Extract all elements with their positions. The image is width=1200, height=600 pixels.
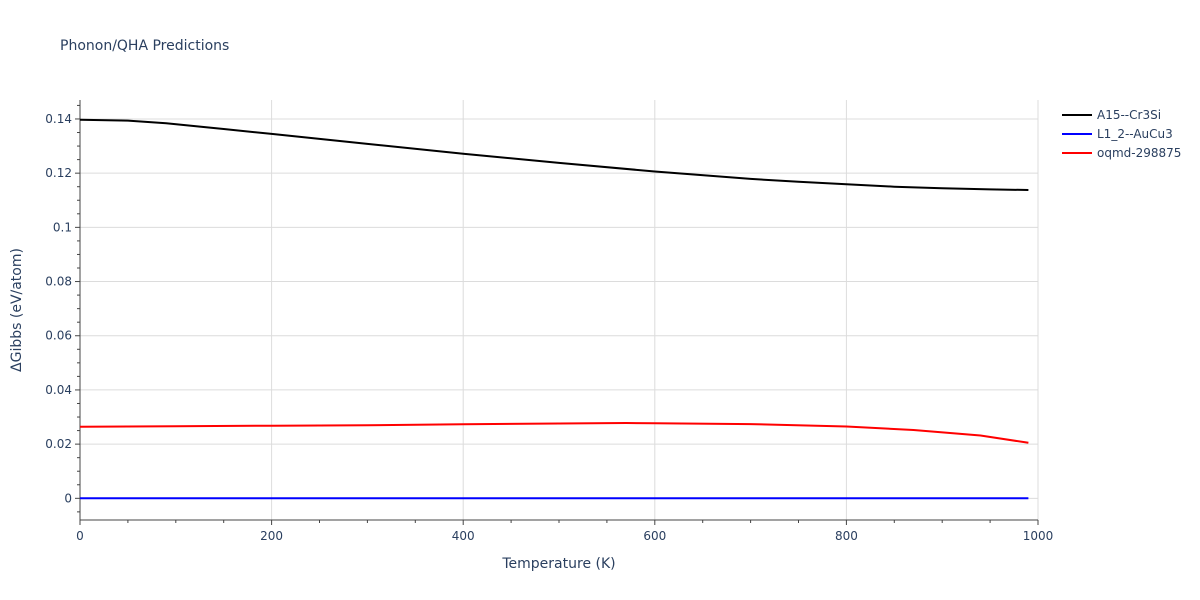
- x-axis-label: Temperature (K): [501, 556, 615, 572]
- y-tick-label: 0.12: [45, 166, 72, 180]
- x-axis-ticks: 0 200 400 600 800 1000: [76, 529, 1053, 543]
- x-tick-label: 200: [260, 529, 283, 543]
- y-gridlines: [80, 118, 1038, 499]
- y-axis-label: ΔGibbs (eV/atom): [9, 248, 25, 372]
- y-tick-label: 0.14: [45, 112, 72, 126]
- x-gridlines: [271, 100, 1039, 520]
- plot-area[interactable]: [79, 118, 1029, 500]
- legend-label: oqmd-298875: [1097, 146, 1181, 160]
- legend-label: L1_2--AuCu3: [1097, 127, 1173, 141]
- x-tick-label: 0: [76, 529, 84, 543]
- y-axis-ticks: 0 0.02 0.04 0.06 0.08 0.1 0.12 0.14: [45, 112, 72, 505]
- legend-item[interactable]: oqmd-298875: [1062, 146, 1181, 160]
- chart-title: Phonon/QHA Predictions: [60, 38, 229, 54]
- x-tick-label: 800: [835, 529, 858, 543]
- x-tick-label: 600: [643, 529, 666, 543]
- series-line-oqmd-298875[interactable]: [79, 421, 1029, 444]
- y-tick-label: 0.02: [45, 437, 72, 451]
- series-line-a15-cr3si[interactable]: [79, 118, 1029, 191]
- y-tick-label: 0.06: [45, 329, 72, 343]
- axes: [75, 100, 1039, 525]
- y-tick-label: 0: [64, 491, 72, 505]
- legend-item[interactable]: A15--Cr3Si: [1062, 108, 1161, 122]
- x-tick-label: 1000: [1023, 529, 1054, 543]
- y-tick-label: 0.08: [45, 275, 72, 289]
- legend[interactable]: A15--Cr3Si L1_2--AuCu3 oqmd-298875: [1062, 108, 1181, 160]
- x-tick-label: 400: [452, 529, 475, 543]
- legend-item[interactable]: L1_2--AuCu3: [1062, 127, 1173, 141]
- legend-label: A15--Cr3Si: [1097, 108, 1161, 122]
- y-tick-label: 0.1: [53, 220, 72, 234]
- y-tick-label: 0.04: [45, 383, 72, 397]
